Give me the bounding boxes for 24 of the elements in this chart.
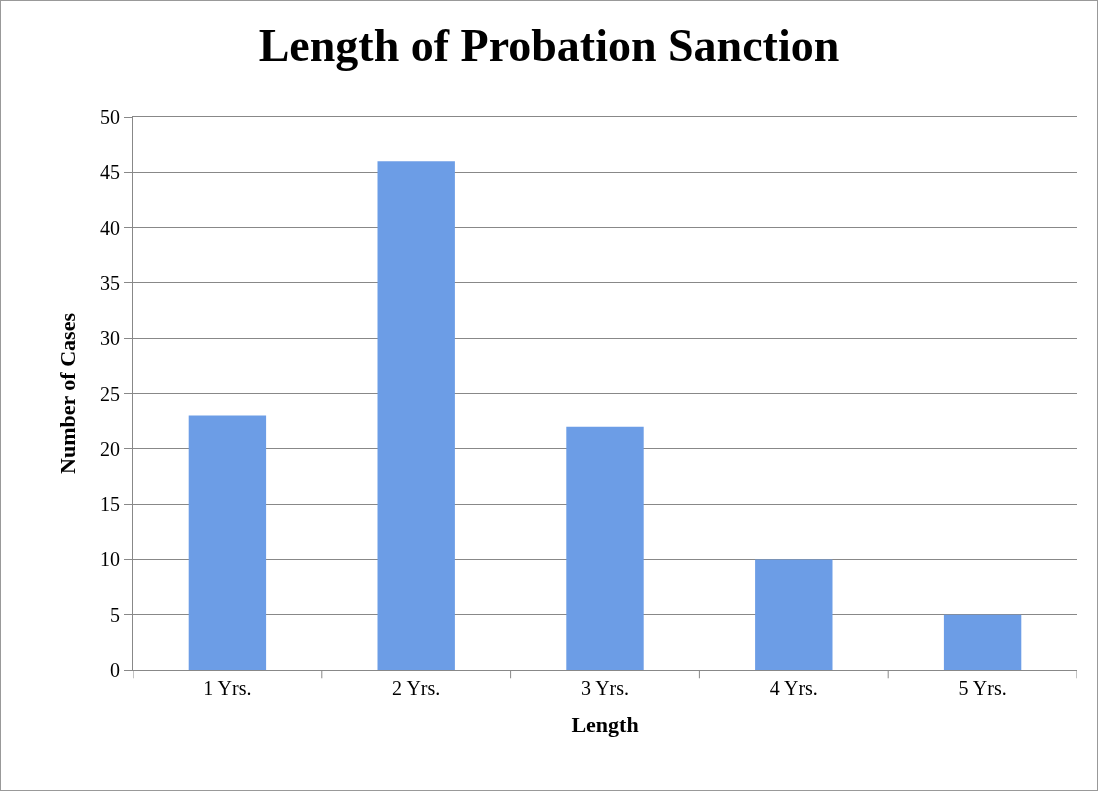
x-tick-label: 4 Yrs. bbox=[769, 677, 818, 699]
y-tick-label: 15 bbox=[100, 493, 120, 516]
y-tick-label: 40 bbox=[100, 216, 120, 239]
x-axis-title: Length bbox=[571, 711, 639, 737]
y-tick-label: 30 bbox=[100, 327, 120, 350]
bar bbox=[755, 559, 833, 670]
chart-title: Length of Probation Sanction bbox=[258, 19, 840, 71]
y-tick-label: 25 bbox=[100, 382, 120, 405]
y-tick-label: 20 bbox=[100, 437, 120, 460]
x-tick-label: 3 Yrs. bbox=[580, 677, 630, 699]
bar bbox=[188, 415, 267, 670]
y-tick-label: 45 bbox=[100, 161, 120, 184]
y-axis-title: Number of Cases bbox=[54, 312, 80, 474]
y-tick-label: 0 bbox=[110, 659, 120, 681]
y-tick-label: 5 bbox=[110, 603, 120, 626]
x-tick-label: 5 Yrs. bbox=[958, 677, 1007, 699]
bar bbox=[377, 161, 455, 670]
y-tick-label: 50 bbox=[100, 106, 120, 128]
x-tick-label: 2 Yrs. bbox=[392, 677, 441, 699]
bar bbox=[943, 614, 1022, 670]
x-tick-label: 1 Yrs. bbox=[203, 677, 252, 699]
y-tick-label: 35 bbox=[100, 271, 120, 294]
bar bbox=[566, 426, 644, 670]
y-tick-label: 10 bbox=[100, 548, 120, 571]
